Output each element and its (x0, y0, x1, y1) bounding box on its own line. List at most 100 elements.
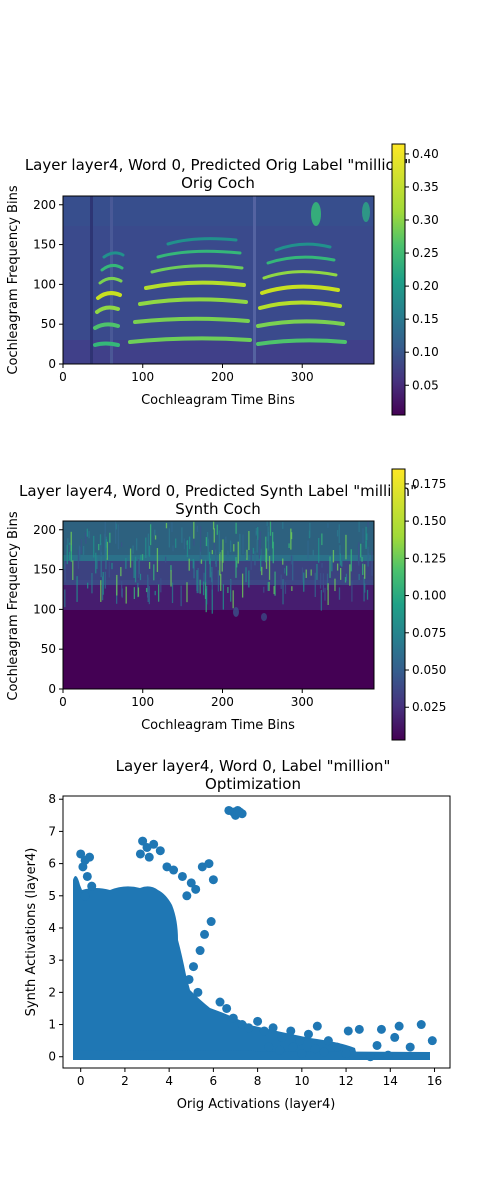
orig-plot-frame (62, 195, 375, 365)
noise-streak (282, 522, 284, 529)
scatter-point (184, 974, 194, 984)
noise-streak (246, 549, 248, 561)
noise-streak (96, 555, 98, 569)
colorbar-tick-label: 0.125 (412, 551, 446, 565)
noise-streak (153, 564, 155, 581)
x-tick-label: 4 (165, 1074, 173, 1088)
noise-streak (245, 567, 247, 583)
y-tick-label: 2 (48, 985, 56, 999)
orig-colorbar (391, 143, 406, 416)
noise-streak (147, 533, 150, 557)
synth-plot-frame (62, 520, 375, 690)
noise-streak (366, 533, 368, 541)
noise-streak (310, 569, 312, 576)
colorbar-tick-label: 0.10 (412, 345, 439, 359)
x-tick-label: 2 (121, 1074, 129, 1088)
noise-streak (116, 574, 118, 596)
noise-streak (341, 560, 343, 567)
noise-streak (336, 563, 339, 571)
scatter-point (275, 1045, 285, 1055)
scatter-point (390, 1032, 400, 1042)
scatter-point (208, 875, 218, 885)
noise-streak (305, 569, 307, 578)
noise-streak (172, 545, 174, 552)
noise-streak (339, 545, 341, 555)
noise-streak (256, 538, 258, 553)
noise-streak (307, 540, 309, 560)
colorbar-tick-label: 0.35 (412, 180, 439, 194)
scatter-point (144, 852, 154, 862)
noise-streak (171, 522, 173, 532)
scatter-point (228, 1013, 238, 1023)
y-tick-label: 0 (48, 682, 56, 696)
noise-streak (202, 581, 205, 596)
scatter-point (323, 1036, 333, 1046)
synth-x-axis-label: Cochleagram Time Bins (141, 718, 295, 733)
noise-streak (196, 585, 198, 594)
noise-streak (290, 532, 293, 540)
orig-harmonics-2 (128, 237, 252, 344)
noise-streak (100, 542, 102, 557)
noise-streak (261, 566, 263, 576)
noise-streak (82, 545, 85, 555)
noise-streak (212, 521, 215, 530)
scatter-point (195, 946, 205, 956)
orig-y-ticks: 0 50 100 150 200 (33, 198, 63, 371)
noise-streak (170, 565, 172, 572)
scatter-point (204, 859, 214, 869)
noise-streak (340, 568, 342, 580)
x-tick-label: 14 (383, 1074, 398, 1088)
noise-streak (211, 566, 213, 583)
noise-streak (64, 561, 66, 583)
noise-streak (259, 531, 262, 556)
noise-streak (260, 548, 262, 572)
scatter-point (259, 1026, 269, 1036)
noise-streak (371, 550, 373, 576)
x-tick-label: 12 (338, 1074, 353, 1088)
noise-streak (137, 559, 140, 578)
scatter-point (332, 1042, 342, 1052)
synth-y-ticks: 0 50 100 150 200 (33, 523, 63, 696)
noise-streak (309, 522, 311, 538)
noise-streak (288, 543, 290, 549)
noise-streak (154, 529, 156, 537)
noise-streak (366, 589, 369, 600)
y-tick-label: 100 (33, 602, 56, 616)
colorbar-tick-label: 0.25 (412, 246, 439, 260)
noise-streak (108, 561, 110, 578)
noise-streak (339, 553, 341, 566)
synth-y-axis-label: Cochleagram Frequency Bins (6, 511, 21, 700)
scatter-point (268, 1023, 278, 1033)
x-tick-label: 300 (291, 370, 314, 384)
synth-colorbar-ticks: 0.025 0.050 0.075 0.100 0.125 0.150 0.175 (405, 477, 446, 714)
y-tick-label: 4 (48, 921, 56, 935)
orig-harmonics-3 (256, 242, 347, 346)
scatter-point (206, 917, 216, 927)
noise-streak (70, 545, 72, 562)
scatter-point (82, 871, 92, 881)
x-tick-label: 0 (59, 370, 67, 384)
noise-streak (196, 570, 198, 591)
y-tick-label: 8 (48, 792, 56, 806)
noise-streak (227, 550, 229, 558)
noise-streak (229, 580, 232, 590)
noise-streak (141, 554, 144, 561)
scatter-point (312, 1021, 322, 1031)
noise-streak (312, 549, 314, 556)
scatter-point (188, 962, 198, 972)
noise-streak (326, 573, 329, 591)
scatter-point (235, 807, 245, 817)
noise-streak (114, 521, 117, 544)
noise-streak (180, 585, 182, 607)
noise-streak (218, 530, 220, 555)
scatter-point (149, 839, 159, 849)
noise-streak (134, 556, 137, 583)
noise-streak (204, 582, 207, 599)
noise-streak (91, 572, 93, 594)
noise-streak (105, 547, 107, 570)
y-tick-label: 50 (41, 642, 56, 656)
x-tick-label: 200 (211, 695, 234, 709)
noise-streak (319, 573, 322, 589)
scatter-point (286, 1026, 296, 1036)
